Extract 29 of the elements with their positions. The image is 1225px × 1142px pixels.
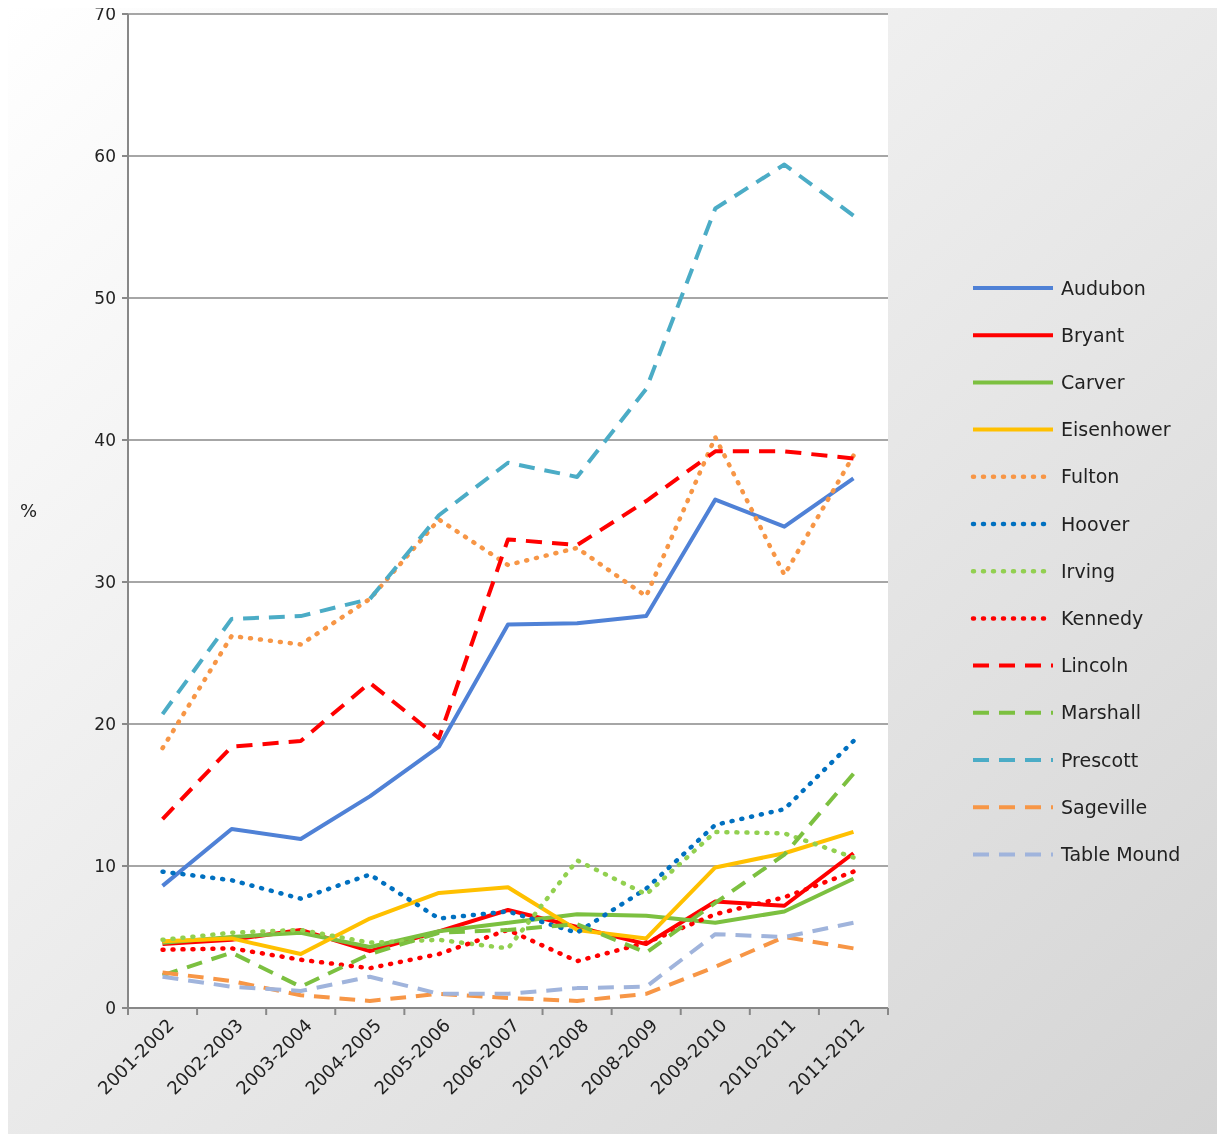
legend-label: Kennedy	[1061, 607, 1144, 630]
legend-label: Sageville	[1061, 795, 1148, 818]
y-tick-label: 30	[94, 571, 116, 592]
line-series	[160, 920, 856, 996]
y-axis-title: %	[20, 500, 38, 522]
legend-label: Carver	[1061, 371, 1125, 394]
legend-label: Irving	[1061, 559, 1116, 582]
line-series	[160, 476, 856, 888]
legend-label: Marshall	[1061, 701, 1141, 724]
y-tick-label: 70	[94, 3, 116, 24]
legend-label: Bryant	[1061, 323, 1125, 346]
y-tick-label: 0	[105, 997, 116, 1018]
line-series	[160, 449, 856, 822]
legend-label: Eisenhower	[1061, 418, 1171, 441]
legend-label: Fulton	[1061, 465, 1120, 488]
y-tick-label: 50	[94, 287, 116, 308]
y-tick-label: 20	[94, 713, 116, 734]
legend-label: Prescott	[1061, 748, 1139, 771]
line-series	[160, 738, 856, 935]
legend-label: Lincoln	[1061, 654, 1129, 677]
line-series	[160, 935, 856, 1003]
legend-label: Table Mound	[1060, 843, 1181, 866]
y-tick-label: 10	[94, 855, 116, 876]
line-series	[160, 162, 856, 717]
legend-label: Hoover	[1061, 512, 1130, 535]
y-tick-label: 60	[94, 145, 116, 166]
legend-label: Audubon	[1061, 276, 1146, 299]
line-series	[160, 434, 856, 751]
y-tick-label: 40	[94, 429, 116, 450]
